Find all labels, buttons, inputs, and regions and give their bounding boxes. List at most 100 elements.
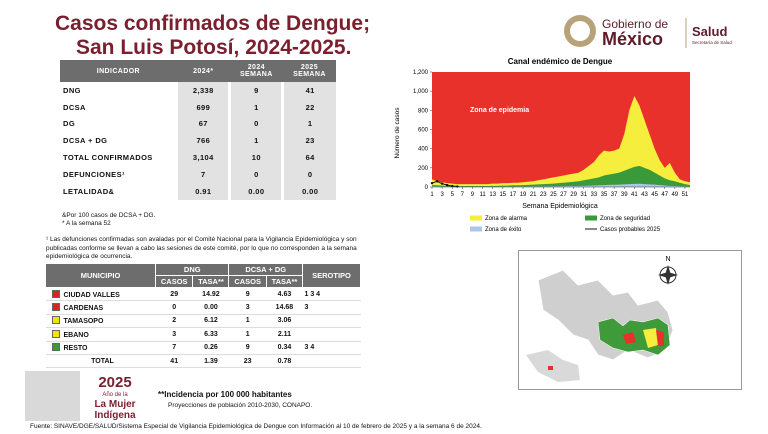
x-tick-label: 29: [570, 192, 577, 198]
legend-swatch: [470, 215, 482, 221]
x-tick-label: 33: [591, 192, 598, 198]
cell: 41: [155, 354, 193, 369]
x-tick-label: 11: [479, 192, 486, 198]
ministry: Salud: [692, 24, 727, 39]
header-row: MUNICIPIO DNG DCSA + DG SEROTIPO: [45, 263, 361, 288]
cell: 0: [281, 165, 336, 183]
row: CIUDAD VALLES 29 14.92 9 4.63 1 3 4: [45, 287, 361, 302]
cell: 0: [228, 115, 283, 133]
subheader-cell: CASOS: [228, 275, 267, 288]
cell: 2.11: [266, 327, 303, 342]
serotipo: 1 3 4: [302, 287, 361, 302]
x-tick-label: 19: [520, 192, 527, 198]
logo-year: 2025: [98, 374, 131, 391]
cell: 0.00: [228, 182, 283, 200]
logo-text: La Mujer: [94, 399, 135, 410]
cell: 2: [155, 314, 193, 329]
y-tick-label: 1,200: [413, 70, 429, 76]
cell: 23: [281, 132, 336, 150]
cell: 64: [281, 149, 336, 166]
subheader-row: CASOS TASA** CASOS TASA**: [46, 275, 361, 288]
emblem-center: [570, 21, 590, 41]
point: [430, 181, 434, 185]
x-tick-label: 27: [560, 192, 567, 198]
municipal-table: MUNICIPIO DNG DCSA + DG SEROTIPO CASOS TASA**…: [45, 263, 361, 369]
cell: 0: [155, 300, 193, 315]
row: RESTO 7 0.26 9 0.34 3 4: [45, 341, 361, 355]
note: &Por 100 casos de DCSA + DG.: [62, 212, 156, 219]
cell: 6.12: [192, 314, 229, 329]
x-tick-label: 49: [671, 192, 678, 198]
row: DCSA 699 1 22: [60, 98, 336, 116]
municipio: TAMASOPO: [63, 318, 104, 326]
year-logo: 2025 Año de la La Mujer Indígena: [25, 371, 136, 421]
cell: 67: [175, 115, 230, 133]
cell: DEFUNCIONES¹: [63, 169, 125, 179]
cell: 3.06: [266, 314, 303, 329]
header-cell: DNG: [154, 263, 230, 276]
header-cell: INDICADOR: [60, 60, 177, 82]
x-tick-label: 15: [499, 192, 506, 198]
footnote: ¹ Las defunciones confirmadas son avalad…: [46, 236, 357, 260]
cell: 14.92: [192, 287, 229, 302]
row: DG 67 0 1: [60, 115, 336, 133]
cell: DCSA + DG: [63, 136, 108, 146]
row: LETALIDAD& 0.91 0.00 0.00: [60, 182, 336, 200]
cell: 7: [175, 165, 230, 183]
x-tick-label: 31: [580, 192, 587, 198]
serotipo: 3 4: [302, 341, 361, 355]
color-key: [51, 303, 60, 312]
cell: TOTAL CONFIRMADOS: [63, 153, 153, 163]
inset-highlight: [548, 366, 553, 370]
x-tick-label: 13: [489, 192, 496, 198]
cell: 1: [228, 327, 267, 342]
cell: 1: [228, 132, 283, 150]
legend-label: Zona de éxito: [485, 227, 522, 233]
source: Fuente: SINAVE/DGE/SALUD/Sistema Especia…: [30, 423, 482, 430]
area: [432, 165, 690, 187]
title-line: San Luis Potosí, 2024-2025.: [76, 36, 352, 59]
header-cell: 2024 SEMANA: [229, 60, 283, 82]
row: DNG 2,338 9 41: [60, 82, 336, 99]
y-axis-label: Número de casos: [394, 107, 401, 159]
x-tick-label: 7: [461, 192, 465, 198]
cell: 23: [228, 354, 267, 369]
municipio: CARDENAS: [63, 305, 104, 313]
row: EBANO 3 6.33 1 2.11: [45, 327, 361, 342]
note: **Incidencia por 100 000 habitantes: [158, 390, 292, 399]
annotation: Zona de epidemia: [470, 107, 529, 114]
municipio: RESTO: [63, 345, 88, 353]
x-tick-label: 9: [471, 192, 475, 198]
ministry-sub: Secretaría de Salud: [692, 40, 732, 45]
region-red: [656, 330, 664, 346]
serotipo: 3: [302, 300, 361, 315]
x-tick-label: 35: [601, 192, 608, 198]
x-tick-label: 5: [451, 192, 455, 198]
cell: 699: [175, 98, 230, 116]
total-label: TOTAL: [45, 354, 156, 369]
x-tick-label: 23: [540, 192, 547, 198]
header-cell: 2025 SEMANA: [282, 60, 336, 82]
x-tick-label: 51: [682, 192, 689, 198]
point: [440, 182, 444, 185]
table-notes: &Por 100 casos de DCSA + DG. * A la sema…: [62, 212, 155, 228]
cell: 1: [228, 314, 267, 329]
cell: 4.63: [266, 287, 303, 302]
serotipo: [302, 354, 361, 369]
y-tick-label: 1,000: [413, 89, 429, 95]
cell: 29: [155, 287, 193, 302]
color-key: [51, 289, 60, 298]
cell: 10: [228, 149, 283, 166]
color-key: [51, 343, 60, 352]
region-yellow: [643, 328, 658, 348]
area: [432, 183, 690, 187]
x-tick-label: 25: [550, 192, 557, 198]
point: [435, 180, 439, 183]
logo-text: Año de la: [102, 392, 128, 398]
cell: 3,104: [175, 149, 230, 166]
area: [432, 95, 690, 187]
y-tick-label: 400: [418, 147, 429, 153]
cell: DCSA: [63, 102, 86, 112]
municipio-cell: CARDENAS: [45, 300, 156, 315]
